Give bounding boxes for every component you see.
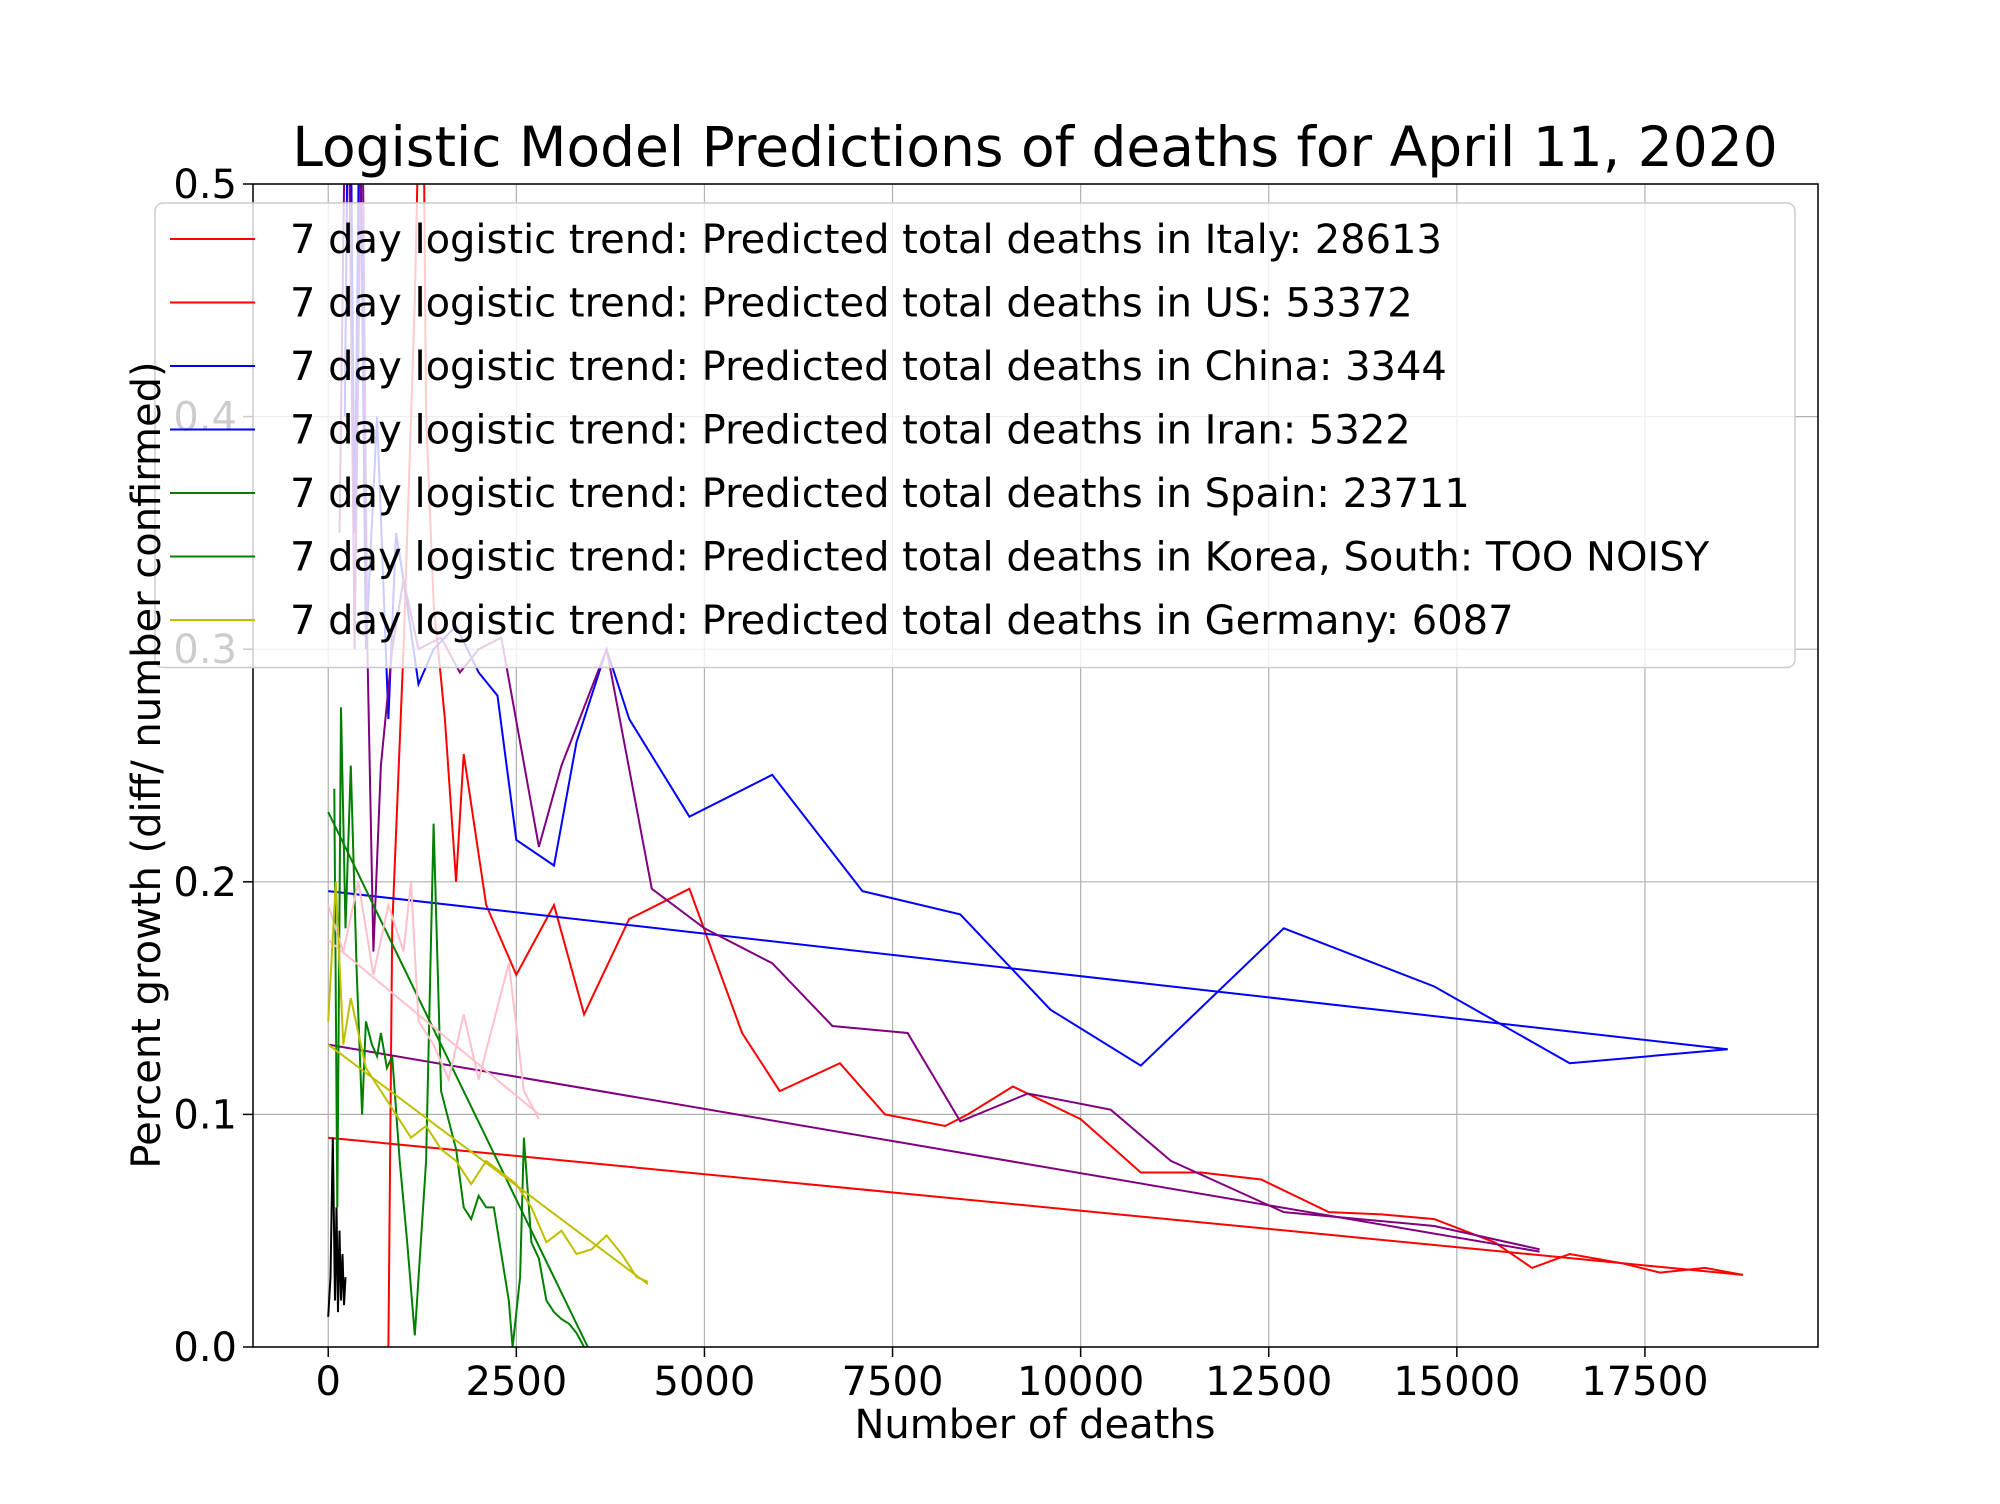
series-line bbox=[328, 1136, 1743, 1276]
series-group bbox=[327, 184, 1743, 1347]
y-tick-label: 0.1 bbox=[173, 1092, 237, 1138]
legend-label: 7 day logistic trend: Predicted total de… bbox=[290, 281, 1413, 327]
series-line bbox=[327, 939, 540, 1116]
x-tick-label: 17500 bbox=[1581, 1359, 1708, 1405]
series-line bbox=[327, 881, 649, 1283]
x-tick-label: 5000 bbox=[654, 1359, 756, 1405]
x-tick-label: 10000 bbox=[1017, 1359, 1144, 1405]
y-tick-label: 0.0 bbox=[173, 1325, 237, 1371]
legend-box bbox=[154, 202, 1796, 669]
legend-label: 7 day logistic trend: Predicted total de… bbox=[290, 535, 1710, 581]
series-line bbox=[328, 890, 1728, 1051]
series-line bbox=[338, 184, 1540, 1251]
legend-label: 7 day logistic trend: Predicted total de… bbox=[290, 344, 1447, 390]
y-axis-label: Percent growth (diff/ number confirmed) bbox=[124, 361, 170, 1168]
y-tick-label: 0.2 bbox=[173, 860, 237, 906]
series-line bbox=[333, 707, 585, 1347]
x-tick-label: 0 bbox=[316, 1359, 341, 1405]
plot-frame bbox=[252, 183, 1819, 1348]
series-line bbox=[327, 1043, 649, 1286]
series-line bbox=[387, 184, 1743, 1347]
legend-label: 7 day logistic trend: Predicted total de… bbox=[290, 471, 1470, 517]
x-tick-label: 2500 bbox=[465, 1359, 567, 1405]
y-tick-label: 0.5 bbox=[173, 162, 237, 208]
legend-label: 7 day logistic trend: Predicted total de… bbox=[290, 408, 1411, 454]
legend: 7 day logistic trend: Predicted total de… bbox=[154, 202, 1796, 669]
x-axis-label: Number of deaths bbox=[854, 1402, 1215, 1448]
legend-label: 7 day logistic trend: Predicted total de… bbox=[290, 217, 1442, 263]
x-tick-label: 7500 bbox=[842, 1359, 944, 1405]
chart-title: Logistic Model Predictions of deaths for… bbox=[292, 115, 1777, 179]
series-line bbox=[327, 881, 540, 1120]
legend-label: 7 day logistic trend: Predicted total de… bbox=[290, 598, 1514, 644]
ticks: 0 2500 5000 7500 10000 12500 15000 17500 0.0 0.1 0… bbox=[173, 162, 1708, 1405]
series-line bbox=[327, 811, 589, 1347]
x-tick-label: 12500 bbox=[1205, 1359, 1332, 1405]
x-tick-label: 15000 bbox=[1393, 1359, 1520, 1405]
series-line bbox=[328, 1043, 1540, 1253]
series-line bbox=[327, 1137, 347, 1317]
